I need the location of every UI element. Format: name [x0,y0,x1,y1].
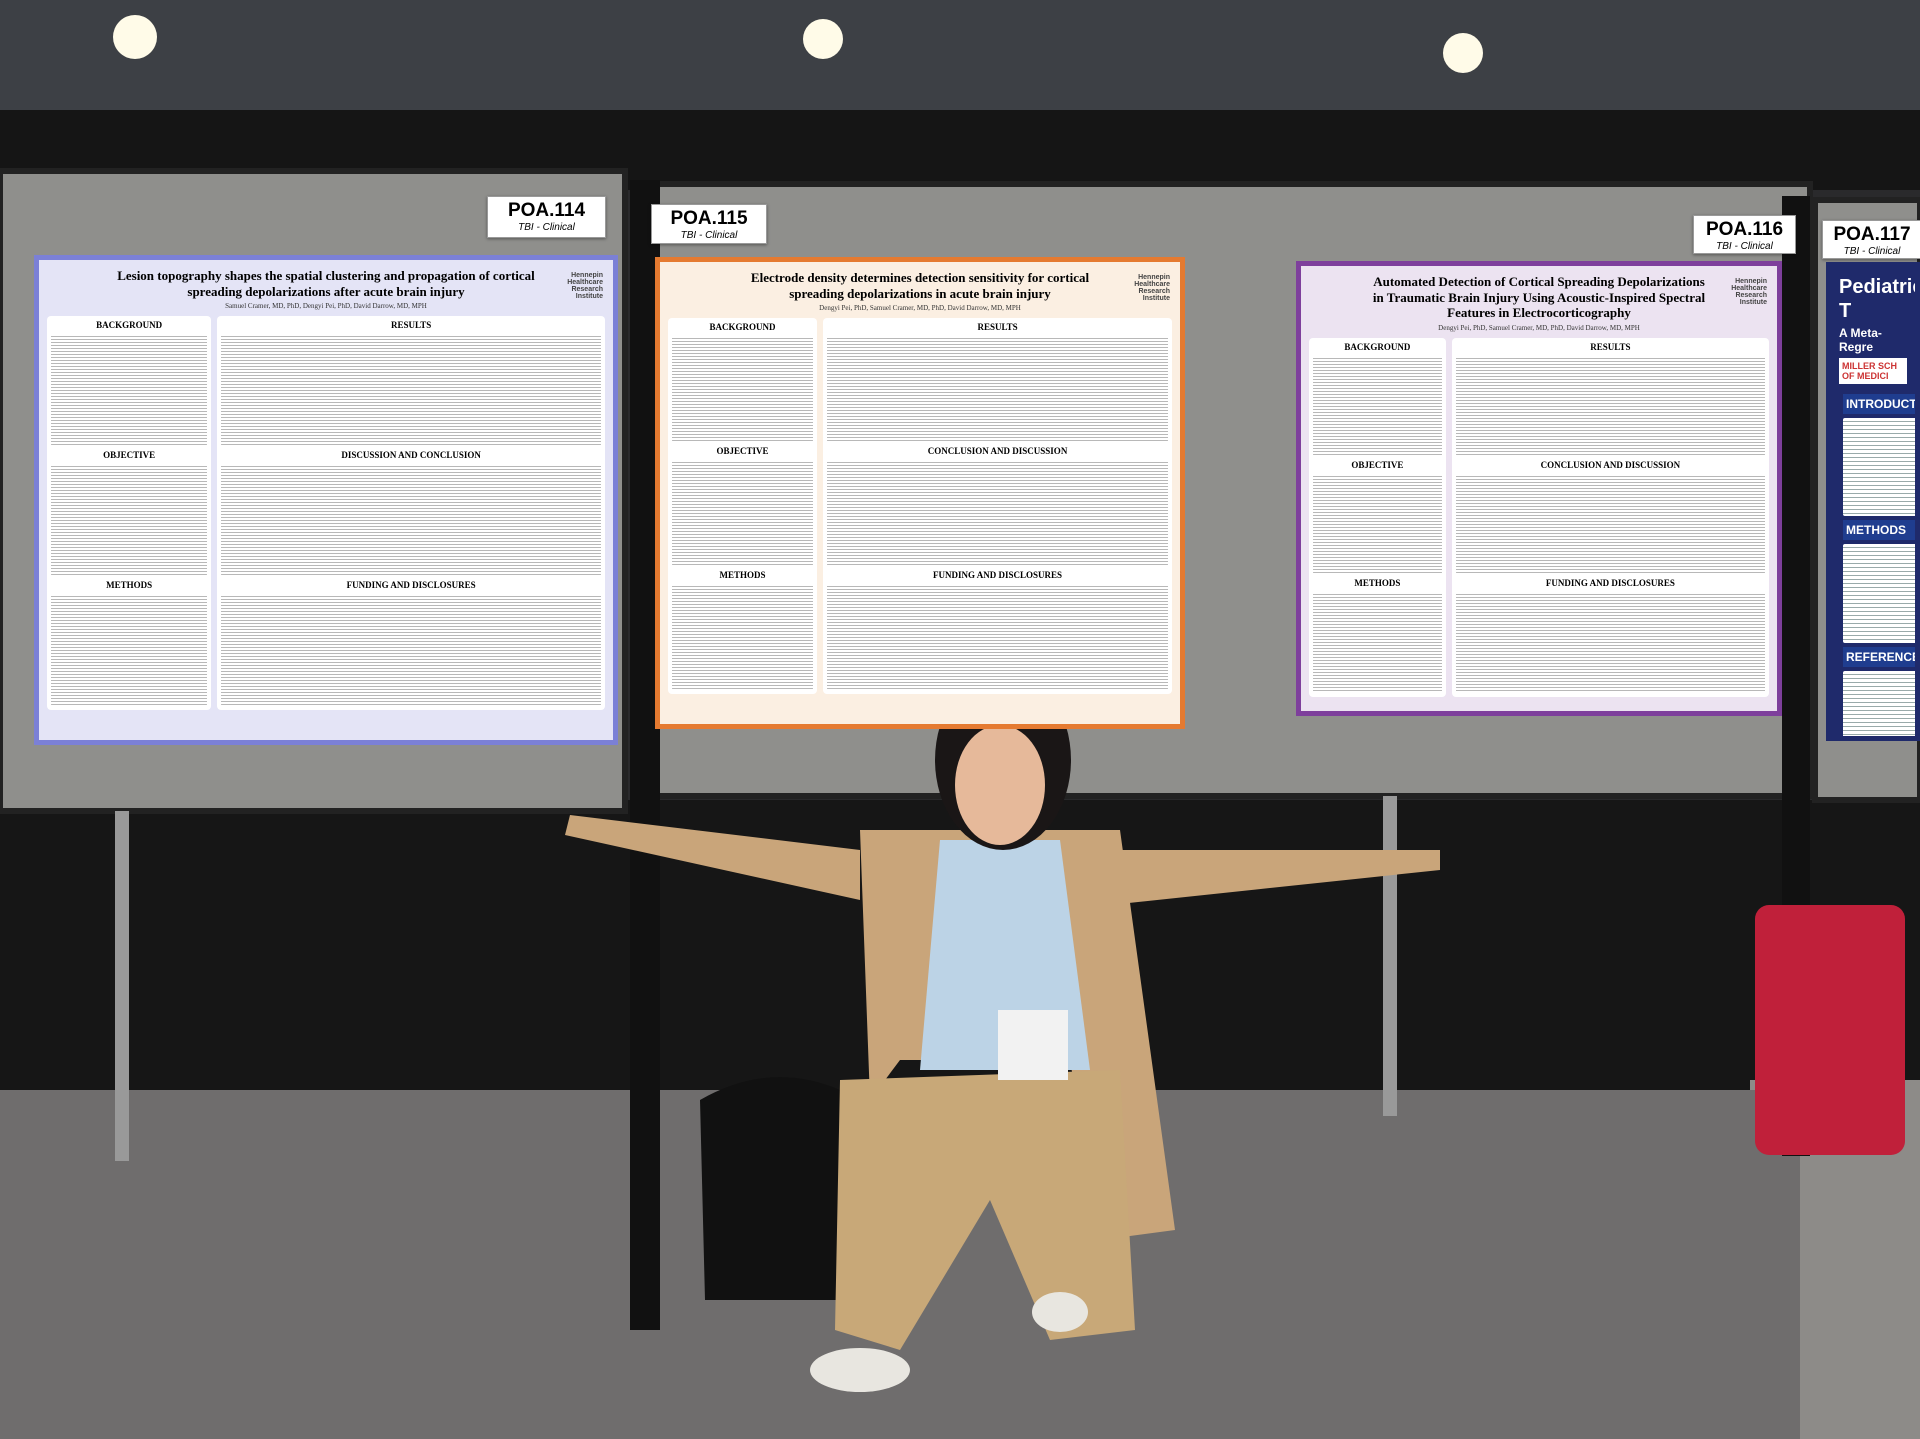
poster-column: BACKGROUND OBJECTIVE METHODS [1309,337,1446,697]
poster-number-card: POA.117 TBI - Clinical [1822,220,1920,259]
face [955,725,1045,845]
poster: Automated Detection of Cortical Spreadin… [1296,261,1782,716]
section-body [1313,355,1442,457]
section-heading: METHODS [1843,520,1915,541]
section-heading: METHODS [1354,578,1401,589]
section-heading: CONCLUSION AND DISCUSSION [1540,460,1681,471]
ceiling [0,0,1920,130]
section-body [221,334,601,447]
section-heading: RESULTS [977,322,1018,333]
poster-number-card: POA.115 TBI - Clinical [651,204,767,244]
poster: Lesion topography shapes the spatial clu… [34,255,618,745]
poster-number: POA.114 [507,200,586,221]
poster-column: INTRODUCTIO METHODS REFERENCES [1839,390,1915,736]
bag [700,1077,850,1300]
ceiling-light [113,15,157,59]
ceiling-light [803,19,843,59]
section-heading: BACKGROUND [96,320,163,331]
poster-columns: INTRODUCTIO METHODS REFERENCES [1839,390,1915,736]
stand-pole [1383,796,1397,1116]
poster-authors: A Meta-Regre [1839,326,1882,354]
poster-track: TBI - Clinical [680,230,738,241]
section-heading: DISCUSSION AND CONCLUSION [341,450,481,461]
section-body [1313,592,1442,693]
section-body [827,460,1168,567]
poster-track: TBI - Clinical [1716,241,1773,252]
section-heading: INTRODUCTIO [1843,394,1915,414]
pants [835,1070,1135,1350]
poster-title: Automated Detection of Cortical Spreadin… [1372,274,1706,321]
section-heading: BACKGROUND [1344,341,1411,352]
section-heading: OBJECTIVE [1351,460,1404,471]
section-body [1455,474,1765,575]
poster-number-card: POA.114 TBI - Clinical [487,196,606,238]
section-body [1843,544,1915,643]
poster-title: Lesion topography shapes the spatial clu… [117,268,535,299]
poster-authors: Dengyi Pei, PhD, Samuel Cramer, MD, PhD,… [1438,323,1640,332]
section-heading: FUNDING AND DISCLOSURES [1545,578,1675,589]
institution-logo: MILLER SCH OF MEDICI [1839,358,1907,384]
section-heading: CONCLUSION AND DISCUSSION [927,446,1068,457]
section-body [51,334,208,447]
section-heading: METHODS [106,580,153,591]
section-heading: FUNDING AND DISCLOSURES [346,580,476,591]
poster-column: BACKGROUND OBJECTIVE METHODS [668,318,818,695]
poster-track: TBI - Clinical [518,222,575,233]
poster-title: Pediatric T [1839,276,1920,322]
section-body [51,464,208,577]
section-body [1843,670,1915,736]
section-heading: REFERENCES [1843,646,1915,667]
section-body [221,464,601,577]
section-body [672,460,814,567]
section-heading: OBJECTIVE [103,450,156,461]
section-body [1455,592,1765,693]
poster-columns: BACKGROUND OBJECTIVE METHODS RESULTS DISCUSS… [47,316,605,711]
section-body [672,584,814,691]
institution-logo: Hennepin Healthcare Research Institute [1731,278,1767,306]
section-body [221,594,601,707]
section-body [1455,355,1765,457]
poster-number: POA.115 [670,208,748,229]
section-body [51,594,208,707]
poster-track: TBI - Clinical [1843,246,1901,257]
institution-logo: Hennepin Healthcare Research Institute [1134,274,1170,302]
poster-column: RESULTS CONCLUSION AND DISCUSSION FUNDING … [823,318,1172,695]
shoe [1032,1292,1088,1332]
section-body [827,336,1168,443]
ceiling-light [1443,33,1483,73]
section-heading: METHODS [719,570,766,581]
poster: Pediatric T A Meta-Regre MILLER SCH OF MED… [1826,262,1920,741]
section-body [1843,418,1915,517]
right-arm [1110,850,1440,905]
suitcase [1755,905,1905,1155]
institution-logo: Hennepin Healthcare Research Institute [567,272,603,300]
poster-column: BACKGROUND OBJECTIVE METHODS [47,316,212,711]
section-body [672,336,814,443]
poster-number-card: POA.116 TBI - Clinical [1693,215,1796,254]
stand-pole [115,811,129,1161]
section-heading: OBJECTIVE [716,446,769,457]
poster-authors: Dengyi Pei, PhD, Samuel Cramer, MD, PhD,… [819,304,1021,313]
poster: Electrode density determines detection s… [655,257,1185,729]
section-heading: BACKGROUND [709,322,776,333]
section-body [1313,474,1442,575]
section-heading: FUNDING AND DISCLOSURES [933,570,1063,581]
poster-title: Electrode density determines detection s… [750,270,1090,301]
poster-column: RESULTS DISCUSSION AND CONCLUSION FUNDING … [217,316,605,711]
shoe [810,1348,910,1392]
poster-column: RESULTS CONCLUSION AND DISCUSSION FUNDING … [1451,337,1769,697]
section-heading: RESULTS [1590,341,1631,352]
poster-number: POA.117 [1833,224,1911,245]
poster-columns: BACKGROUND OBJECTIVE METHODS RESULTS CONCLUS… [668,318,1172,695]
poster-columns: BACKGROUND OBJECTIVE METHODS RESULTS CONCLUS… [1309,337,1769,697]
section-body [827,584,1168,691]
badge [998,1010,1068,1080]
section-heading: RESULTS [391,320,432,331]
left-arm [565,815,860,900]
poster-number: POA.116 [1705,219,1784,240]
poster-authors: Samuel Cramer, MD, PhD, Dengyi Pei, PhD,… [225,302,427,311]
